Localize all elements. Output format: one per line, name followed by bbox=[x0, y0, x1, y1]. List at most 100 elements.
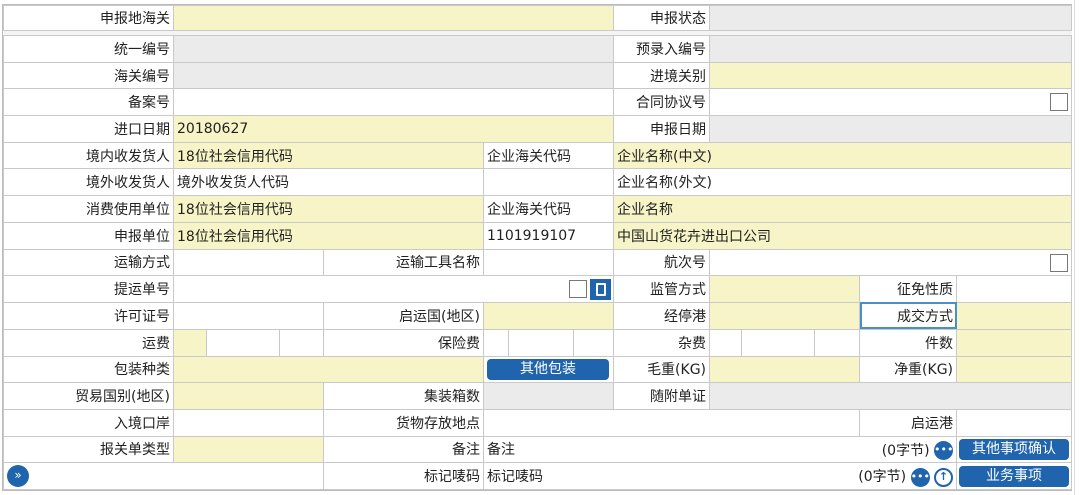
domestic-consignee-customs-code-input[interactable]: 企业海关代码 bbox=[482, 141, 615, 170]
consumer-unit-code-input[interactable]: 18位社会信用代码 bbox=[173, 195, 484, 223]
contract-no-input[interactable] bbox=[709, 88, 1073, 117]
transport-mode-input[interactable] bbox=[173, 248, 324, 277]
misc-rate-input[interactable] bbox=[742, 330, 816, 356]
label-transaction-mode: 成交方式 bbox=[859, 301, 958, 330]
transport-name-input[interactable] bbox=[482, 248, 615, 277]
license-no-input[interactable] bbox=[173, 301, 324, 330]
label-consumer-unit: 消费使用单位 bbox=[3, 195, 174, 223]
label-domestic-consignee: 境内收发货人 bbox=[3, 141, 174, 170]
declare-customs-input[interactable] bbox=[172, 5, 615, 31]
misc-type-input[interactable] bbox=[711, 330, 743, 356]
packages-input[interactable] bbox=[956, 328, 1073, 357]
label-declarant: 申报单位 bbox=[3, 221, 174, 250]
label-net-weight: 净重(KG) bbox=[859, 355, 958, 384]
label-supervision-mode: 监管方式 bbox=[613, 275, 711, 303]
remarks-byte-count: (0字节) bbox=[881, 442, 930, 459]
other-confirm-cell: 其他事项确认 bbox=[956, 435, 1073, 464]
label-customs-no: 海关编号 bbox=[3, 61, 174, 90]
entry-port-input[interactable] bbox=[173, 408, 324, 437]
label-pre-entry-no: 预录入编号 bbox=[613, 35, 711, 63]
label-storage-place: 货物存放地点 bbox=[323, 408, 484, 437]
declarant-code-input[interactable]: 18位社会信用代码 bbox=[173, 221, 484, 250]
label-voyage-no: 航次号 bbox=[613, 248, 711, 277]
net-weight-input[interactable] bbox=[956, 355, 1073, 384]
label-import-date: 进口日期 bbox=[3, 115, 174, 143]
label-insurance: 保险费 bbox=[323, 328, 484, 357]
label-gross-weight: 毛重(KG) bbox=[613, 355, 711, 384]
remarks-input[interactable]: 备注 (0字节) ••• bbox=[482, 435, 958, 464]
domestic-consignee-code-input[interactable]: 18位社会信用代码 bbox=[173, 141, 484, 170]
domestic-consignee-name-input[interactable]: 企业名称(中文) bbox=[613, 141, 1073, 170]
insurance-currency-input[interactable] bbox=[574, 330, 613, 355]
label-bill-no: 提运单号 bbox=[3, 275, 174, 303]
business-items-button[interactable]: 业务事项 bbox=[959, 465, 1070, 487]
freight-type-input[interactable] bbox=[174, 330, 207, 356]
marks-text: 标记唛码 bbox=[487, 469, 543, 486]
freight-rate-input[interactable] bbox=[207, 330, 280, 356]
declaration-type-input[interactable] bbox=[173, 435, 324, 464]
label-declare-status: 申报状态 bbox=[613, 5, 711, 31]
label-declare-date: 申报日期 bbox=[613, 115, 711, 143]
tax-nature-input[interactable] bbox=[956, 275, 1073, 303]
trade-country-input[interactable] bbox=[173, 382, 324, 410]
voyage-no-input[interactable] bbox=[709, 248, 1073, 277]
consumer-unit-customs-code-input[interactable]: 企业海关代码 bbox=[482, 195, 615, 223]
bill-checkbox[interactable] bbox=[569, 280, 588, 299]
bill-no-input[interactable] bbox=[172, 275, 615, 303]
label-departure-country: 启运国(地区) bbox=[323, 301, 484, 330]
remarks-text: 备注 bbox=[487, 442, 515, 459]
label-overseas-consignee: 境外收发货人 bbox=[3, 168, 174, 197]
departure-country-input[interactable] bbox=[482, 301, 615, 330]
marks-input[interactable]: 标记唛码 (0字节) ••• ↑ bbox=[482, 462, 958, 490]
business-items-cell: 业务事项 bbox=[956, 462, 1073, 490]
storage-place-input[interactable] bbox=[482, 408, 861, 437]
other-package-button[interactable]: 其他包装 bbox=[487, 358, 609, 380]
insurance-rate-input[interactable] bbox=[509, 330, 574, 356]
label-transport-name: 运输工具名称 bbox=[323, 248, 484, 277]
label-freight: 运费 bbox=[3, 328, 174, 357]
label-container-count: 集装箱数 bbox=[323, 382, 484, 410]
label-entry-customs: 进境关别 bbox=[613, 61, 711, 90]
declarant-name-input[interactable]: 中国山货花卉进出口公司 bbox=[613, 221, 1073, 250]
transaction-mode-input[interactable] bbox=[956, 301, 1073, 330]
voyage-checkbox[interactable] bbox=[1050, 253, 1069, 272]
misc-currency-input[interactable] bbox=[815, 330, 859, 355]
attached-docs-field bbox=[709, 382, 1073, 410]
entry-customs-input[interactable] bbox=[709, 61, 1073, 90]
overseas-consignee-name-input[interactable]: 企业名称(外文) bbox=[613, 168, 1073, 197]
transit-port-input[interactable] bbox=[709, 301, 861, 330]
insurance-type-input[interactable] bbox=[485, 330, 509, 356]
overseas-consignee-code-input[interactable]: 境外收发货人代码 bbox=[173, 168, 484, 197]
supervision-mode-input[interactable] bbox=[709, 275, 861, 303]
label-transit-port: 经停港 bbox=[613, 301, 711, 330]
label-contract-no: 合同协议号 bbox=[613, 88, 711, 117]
expand-icon[interactable]: » bbox=[7, 465, 29, 488]
record-no-input[interactable] bbox=[172, 88, 615, 117]
package-type-input[interactable] bbox=[173, 355, 484, 384]
import-date-input[interactable]: 20180627 bbox=[172, 115, 615, 143]
label-departure-port: 启运港 bbox=[859, 408, 958, 437]
customs-no-field bbox=[172, 61, 615, 90]
departure-port-input[interactable] bbox=[956, 408, 1073, 437]
label-unified-no: 统一编号 bbox=[3, 35, 174, 63]
gross-weight-input[interactable] bbox=[709, 355, 861, 384]
divider bbox=[3, 30, 1072, 36]
more-icon[interactable]: ••• bbox=[910, 467, 930, 487]
upload-icon[interactable]: ↑ bbox=[934, 467, 954, 487]
label-record-no: 备案号 bbox=[3, 88, 174, 117]
label-transport-mode: 运输方式 bbox=[3, 248, 174, 277]
declarant-customs-code-input[interactable]: 1101919107 bbox=[482, 221, 615, 250]
declare-status-field bbox=[709, 5, 1073, 31]
document-icon[interactable] bbox=[590, 279, 612, 301]
consumer-unit-name-input[interactable]: 企业名称 bbox=[613, 195, 1073, 223]
overseas-empty-cell bbox=[482, 168, 615, 197]
more-icon[interactable]: ••• bbox=[934, 441, 953, 461]
expand-cell: » bbox=[3, 462, 324, 490]
contract-checkbox[interactable] bbox=[1050, 93, 1069, 112]
right-edge bbox=[1074, 0, 1075, 495]
label-marks: 标记唛码 bbox=[323, 462, 484, 490]
freight-group bbox=[173, 328, 324, 357]
label-tax-nature: 征免性质 bbox=[859, 275, 958, 303]
other-items-confirm-button[interactable]: 其他事项确认 bbox=[959, 438, 1070, 460]
freight-currency-input[interactable] bbox=[280, 330, 323, 355]
